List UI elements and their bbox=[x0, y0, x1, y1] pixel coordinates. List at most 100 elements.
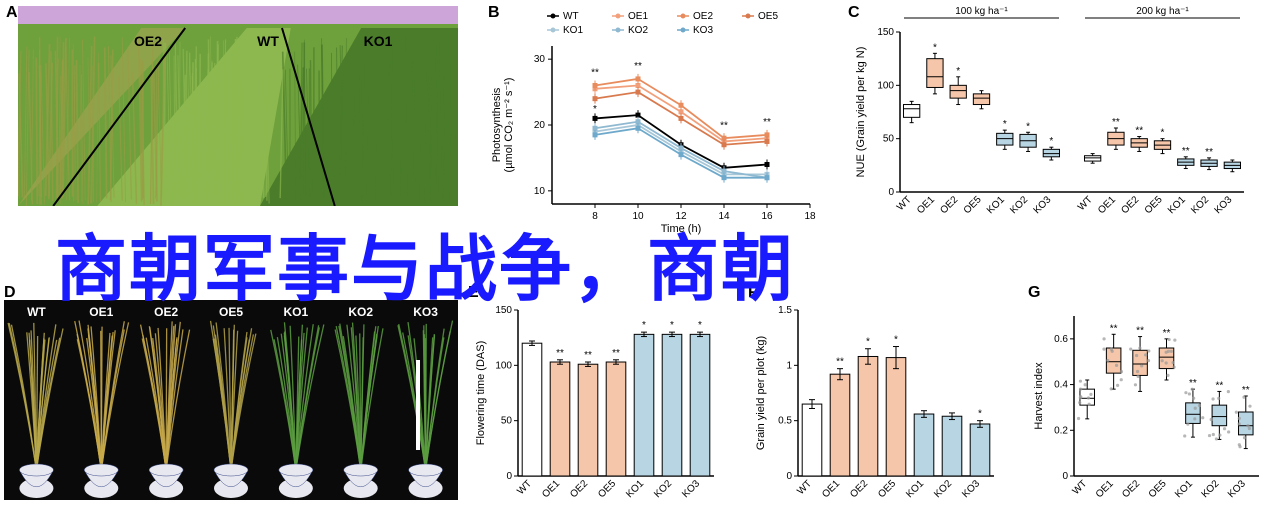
svg-text:OE1: OE1 bbox=[540, 478, 562, 500]
svg-text:OE5: OE5 bbox=[1143, 194, 1165, 216]
panel-c-box-chart: 050100150NUE (Grain yield per kg N)100 k… bbox=[850, 6, 1250, 236]
panel-label-a: A bbox=[6, 4, 18, 22]
svg-text:*: * bbox=[593, 104, 597, 115]
svg-text:OE5: OE5 bbox=[758, 11, 778, 22]
panel-d-pot-photo: WTOE1OE2OE5KO1KO2KO3 bbox=[4, 300, 458, 500]
svg-text:*: * bbox=[1003, 119, 1007, 130]
svg-text:KO2: KO2 bbox=[628, 25, 648, 36]
svg-text:**: ** bbox=[584, 350, 592, 361]
svg-text:14: 14 bbox=[718, 211, 730, 222]
svg-text:KO2: KO2 bbox=[652, 478, 674, 500]
svg-text:100: 100 bbox=[877, 80, 894, 91]
svg-text:*: * bbox=[642, 320, 646, 331]
svg-text:KO3: KO3 bbox=[680, 478, 702, 500]
svg-text:KO1: KO1 bbox=[284, 305, 309, 319]
panel-g-box-chart: 00.20.40.6Harvest indexWT**OE1**OE2**OE5… bbox=[1030, 300, 1265, 520]
svg-text:*: * bbox=[1026, 121, 1030, 132]
svg-text:*: * bbox=[978, 409, 982, 420]
svg-text:50: 50 bbox=[883, 134, 895, 145]
svg-text:KO3: KO3 bbox=[960, 478, 982, 500]
svg-text:KO2: KO2 bbox=[1189, 194, 1211, 216]
svg-text:WT: WT bbox=[257, 33, 279, 49]
svg-text:**: ** bbox=[1136, 326, 1144, 337]
svg-text:OE2: OE2 bbox=[134, 33, 162, 49]
svg-text:0.5: 0.5 bbox=[778, 416, 792, 427]
svg-text:KO1: KO1 bbox=[904, 478, 926, 500]
svg-text:KO2: KO2 bbox=[348, 305, 373, 319]
svg-text:KO1: KO1 bbox=[624, 478, 646, 500]
svg-text:OE1: OE1 bbox=[820, 478, 842, 500]
svg-text:8: 8 bbox=[592, 211, 598, 222]
svg-text:*: * bbox=[698, 320, 702, 331]
svg-text:10: 10 bbox=[534, 186, 546, 197]
svg-text:**: ** bbox=[720, 120, 728, 131]
svg-text:**: ** bbox=[1110, 323, 1118, 334]
svg-text:*: * bbox=[894, 335, 898, 346]
svg-text:OE2: OE2 bbox=[693, 11, 713, 22]
svg-text:100: 100 bbox=[495, 360, 512, 371]
svg-text:OE1: OE1 bbox=[915, 194, 937, 216]
svg-text:OE2: OE2 bbox=[1120, 478, 1142, 500]
svg-text:*: * bbox=[956, 66, 960, 77]
svg-text:**: ** bbox=[1205, 147, 1213, 158]
svg-text:150: 150 bbox=[877, 27, 894, 38]
svg-text:KO3: KO3 bbox=[413, 305, 438, 319]
svg-text:KO1: KO1 bbox=[364, 33, 393, 49]
svg-text:0.2: 0.2 bbox=[1054, 425, 1068, 436]
svg-text:NUE (Grain yield per kg N): NUE (Grain yield per kg N) bbox=[855, 47, 867, 178]
svg-text:0.6: 0.6 bbox=[1054, 334, 1068, 345]
svg-text:OE5: OE5 bbox=[219, 305, 243, 319]
svg-text:**: ** bbox=[1112, 117, 1120, 128]
svg-text:OE2: OE2 bbox=[938, 194, 960, 216]
svg-text:0: 0 bbox=[786, 471, 792, 482]
panel-b-line-chart: 10203081012141618Photosynthesis(µmol CO₂… bbox=[490, 6, 820, 236]
svg-text:KO2: KO2 bbox=[1008, 194, 1030, 216]
svg-text:OE2: OE2 bbox=[848, 478, 870, 500]
svg-text:12: 12 bbox=[675, 211, 687, 222]
svg-text:**: ** bbox=[556, 348, 564, 359]
panel-e-bar-chart: 050100150Flowering time (DAS)WT**OE1**OE… bbox=[470, 300, 720, 520]
svg-text:0: 0 bbox=[506, 471, 512, 482]
svg-text:OE2: OE2 bbox=[154, 305, 178, 319]
svg-text:1: 1 bbox=[786, 360, 792, 371]
svg-text:OE2: OE2 bbox=[1119, 194, 1141, 216]
svg-text:KO2: KO2 bbox=[932, 478, 954, 500]
svg-text:**: ** bbox=[836, 357, 844, 368]
svg-text:*: * bbox=[933, 42, 937, 53]
svg-text:KO1: KO1 bbox=[563, 25, 583, 36]
svg-text:OE5: OE5 bbox=[596, 478, 618, 500]
svg-text:KO2: KO2 bbox=[1200, 478, 1222, 500]
panel-f-bar-chart: 00.511.5Grain yield per plot (kg)WT**OE1… bbox=[750, 300, 1000, 520]
svg-text:0.4: 0.4 bbox=[1054, 380, 1068, 391]
svg-text:**: ** bbox=[1242, 385, 1250, 396]
panel-a-field-photo: OE2 WT KO1 bbox=[18, 6, 458, 206]
svg-text:**: ** bbox=[763, 117, 771, 128]
svg-text:OE1: OE1 bbox=[628, 11, 648, 22]
svg-text:**: ** bbox=[1215, 380, 1223, 391]
svg-text:*: * bbox=[1049, 136, 1053, 147]
svg-text:*: * bbox=[670, 320, 674, 331]
svg-text:KO1: KO1 bbox=[985, 194, 1007, 216]
svg-text:OE5: OE5 bbox=[876, 478, 898, 500]
svg-text:Harvest index: Harvest index bbox=[1033, 362, 1045, 430]
svg-text:**: ** bbox=[1182, 146, 1190, 157]
svg-text:Grain yield per plot (kg): Grain yield per plot (kg) bbox=[755, 336, 767, 450]
svg-text:Photosynthesis(µmol CO₂ m⁻² s⁻: Photosynthesis(µmol CO₂ m⁻² s⁻¹) bbox=[491, 78, 515, 173]
svg-text:16: 16 bbox=[761, 211, 773, 222]
svg-text:*: * bbox=[1161, 128, 1165, 139]
svg-text:OE2: OE2 bbox=[568, 478, 590, 500]
svg-text:WT: WT bbox=[895, 194, 914, 213]
svg-text:WT: WT bbox=[1076, 194, 1095, 213]
svg-text:OE5: OE5 bbox=[1147, 478, 1169, 500]
svg-text:20: 20 bbox=[534, 120, 546, 131]
svg-text:30: 30 bbox=[534, 54, 546, 65]
svg-text:**: ** bbox=[591, 68, 599, 79]
svg-text:Time (h): Time (h) bbox=[661, 223, 702, 235]
svg-text:OE1: OE1 bbox=[1096, 194, 1118, 216]
svg-text:200 kg ha⁻¹: 200 kg ha⁻¹ bbox=[1136, 6, 1189, 17]
svg-text:KO1: KO1 bbox=[1173, 478, 1195, 500]
svg-text:OE1: OE1 bbox=[89, 305, 113, 319]
svg-text:150: 150 bbox=[495, 305, 512, 316]
svg-text:KO3: KO3 bbox=[1213, 194, 1235, 216]
svg-text:KO3: KO3 bbox=[1032, 194, 1054, 216]
